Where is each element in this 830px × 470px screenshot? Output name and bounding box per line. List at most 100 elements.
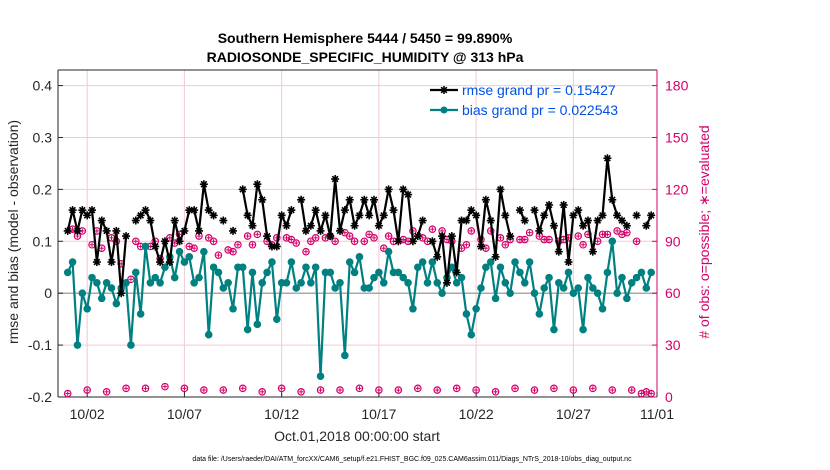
rmse-point [501, 211, 510, 220]
obs-count-point [613, 227, 621, 235]
y-right-tick-label: 120 [665, 181, 689, 197]
bias-point [170, 273, 179, 282]
bias-point [603, 268, 612, 277]
bias-point [345, 258, 354, 266]
bias-point [482, 263, 490, 272]
obs-count-point [234, 240, 242, 249]
rmse-point [399, 185, 408, 194]
bias-point [384, 247, 393, 256]
rmse-point [92, 258, 101, 267]
obs-count-point [501, 240, 510, 249]
bias-point [477, 284, 485, 292]
bias-point [175, 247, 184, 256]
bias-point [589, 284, 597, 292]
bias-point [97, 294, 106, 303]
rmse-point [622, 221, 631, 230]
rmse-point [535, 226, 544, 235]
rmse-point [442, 278, 451, 287]
bias-point [136, 310, 145, 318]
bias-point [219, 284, 228, 292]
x-tick-label: 10/07 [167, 406, 202, 422]
rmse-point [141, 206, 150, 215]
rmse-point [170, 216, 179, 225]
rmse-point [243, 211, 252, 220]
bias-point [486, 258, 495, 266]
bias-point [88, 273, 96, 282]
bias-point [535, 310, 544, 318]
obs-count-point [443, 235, 451, 244]
bias-point [564, 268, 573, 277]
bias-point [399, 273, 408, 282]
bias-point [156, 279, 164, 287]
obs-count-point [608, 386, 617, 394]
bias-point [292, 284, 301, 292]
bias-point [141, 242, 150, 251]
bias-point [496, 263, 505, 272]
obs-count-point [433, 386, 442, 394]
bias-point [204, 330, 213, 339]
obs-count-point [379, 244, 388, 253]
bias-point [63, 268, 72, 277]
rmse-point [579, 221, 588, 230]
obs-count-point [627, 386, 636, 394]
bias-point [467, 330, 476, 339]
obs-count-point [292, 239, 301, 247]
obs-count-point [545, 235, 553, 244]
bias-point [491, 294, 500, 303]
obs-count-point [204, 234, 213, 242]
rmse-point [413, 232, 422, 241]
obs-count-point [229, 247, 237, 256]
obs-count-point [243, 232, 252, 240]
x-tick-label: 10/12 [264, 406, 299, 422]
bias-point [525, 258, 534, 266]
bias-point [409, 304, 417, 313]
bias-point [593, 289, 602, 297]
bias-point [462, 310, 471, 318]
obs-count-point [336, 386, 344, 394]
obs-count-point [637, 389, 646, 398]
bias-point [263, 268, 271, 277]
bias-point [423, 279, 432, 287]
obs-count-point [282, 234, 291, 242]
bias-point [73, 341, 82, 349]
bias-series [63, 237, 655, 381]
bias-point [131, 268, 140, 277]
obs-count-point [258, 388, 267, 396]
bias-point [83, 304, 91, 313]
y-right-tick-label: 60 [665, 285, 681, 301]
rmse-point [545, 200, 554, 209]
rmse-point [165, 258, 174, 267]
rmse-point [365, 211, 374, 220]
obs-count-point [428, 225, 437, 233]
rmse-point [151, 242, 160, 251]
rmse-point [549, 221, 558, 230]
rmse-point [632, 211, 641, 220]
bias-point [341, 351, 349, 360]
bias-point [355, 253, 364, 261]
obs-count-point [131, 237, 140, 246]
bias-point [282, 279, 291, 287]
rmse-point [335, 226, 344, 235]
rmse-point [540, 211, 549, 220]
bias-point [642, 284, 651, 292]
x-tick-label: 10/02 [70, 406, 105, 422]
bias-point [112, 299, 121, 308]
bias-point [302, 263, 310, 272]
rmse-point [530, 206, 539, 215]
rmse-point [593, 216, 602, 225]
bias-point [472, 304, 480, 313]
bias-point [404, 279, 412, 287]
bias-point [501, 279, 510, 287]
y-tick-label: -0.2 [28, 389, 52, 405]
rmse-point [506, 232, 515, 241]
bias-point [506, 289, 514, 297]
bias-point [316, 372, 325, 381]
y-axis-label: rmse and bias (model - observation) [5, 120, 21, 344]
rmse-point [321, 211, 330, 220]
bias-point [433, 279, 442, 287]
rmse-point [306, 221, 315, 230]
obs-count-point [579, 240, 587, 249]
rmse-point [374, 221, 383, 230]
rmse-point [583, 216, 592, 225]
y-right-tick-label: 150 [665, 129, 689, 145]
